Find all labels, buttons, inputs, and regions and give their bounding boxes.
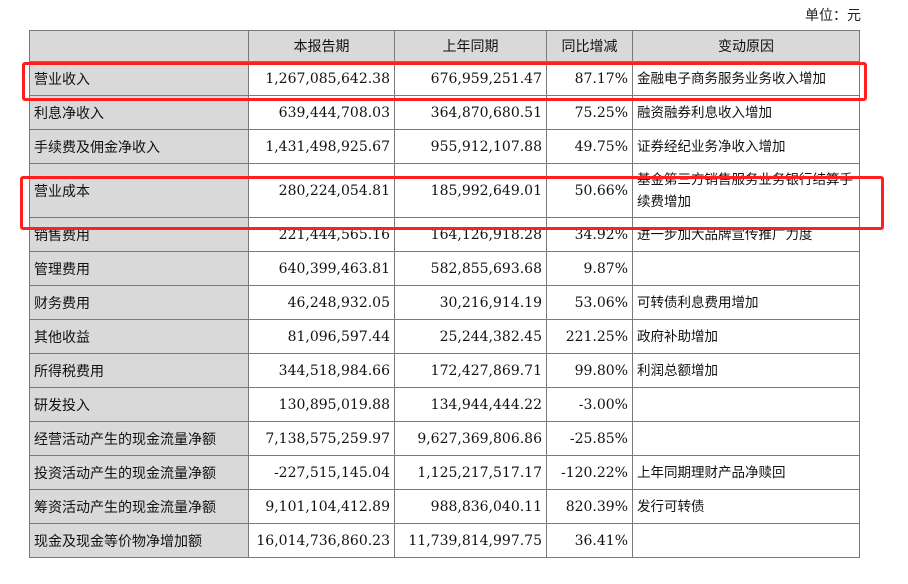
change-reason: 上年同期理财产品净赎回 (632, 455, 860, 490)
row-item-label: 销售费用 (29, 217, 249, 252)
row-item-label: 利息净收入 (29, 95, 249, 130)
table-row: 销售费用 221,444,565.16 164,126,918.28 34.92… (29, 217, 860, 252)
change-value: 50.66% (546, 163, 633, 218)
financial-change-table: 本报告期 上年同期 同比增减 变动原因 营业收入 1,267,085,642.3… (29, 30, 860, 558)
prior-value: 30,216,914.19 (394, 285, 547, 320)
header-yoy-change: 同比增减 (546, 30, 633, 62)
change-value: 53.06% (546, 285, 633, 320)
row-item-label: 所得税费用 (29, 353, 249, 388)
row-item-label: 投资活动产生的现金流量净额 (29, 455, 249, 490)
row-item-label: 经营活动产生的现金流量净额 (29, 421, 249, 456)
row-item-label: 营业成本 (29, 163, 249, 218)
current-value: 46,248,932.05 (248, 285, 395, 320)
table-row: 营业收入 1,267,085,642.38 676,959,251.47 87.… (29, 61, 860, 96)
header-prior-period: 上年同期 (394, 30, 547, 62)
change-value: -120.22% (546, 455, 633, 490)
current-value: 16,014,736,860.23 (248, 523, 395, 558)
change-value: 87.17% (546, 61, 633, 96)
row-item-label: 现金及现金等价物净增加额 (29, 523, 249, 558)
row-item-label: 手续费及佣金净收入 (29, 129, 249, 164)
prior-value: 25,244,382.45 (394, 319, 547, 354)
change-value: 221.25% (546, 319, 633, 354)
table-header-row: 本报告期 上年同期 同比增减 变动原因 (29, 30, 860, 62)
table-row: 研发投入 130,895,019.88 134,944,444.22 -3.00… (29, 387, 860, 422)
change-value: 820.39% (546, 489, 633, 524)
change-value: -3.00% (546, 387, 633, 422)
change-reason: 融资融券利息收入增加 (632, 95, 860, 130)
row-item-label: 财务费用 (29, 285, 249, 320)
change-reason (632, 523, 860, 558)
table-row: 经营活动产生的现金流量净额 7,138,575,259.97 9,627,369… (29, 421, 860, 456)
prior-value: 955,912,107.88 (394, 129, 547, 164)
row-item-label: 管理费用 (29, 251, 249, 286)
current-value: 280,224,054.81 (248, 163, 395, 218)
change-reason (632, 421, 860, 456)
change-reason: 基金第三方销售服务业务银行结算手续费增加 (632, 163, 860, 218)
change-reason: 政府补助增加 (632, 319, 860, 354)
prior-value: 172,427,869.71 (394, 353, 547, 388)
current-value: 9,101,104,412.89 (248, 489, 395, 524)
change-reason (632, 387, 860, 422)
table-row: 投资活动产生的现金流量净额 -227,515,145.04 1,125,217,… (29, 455, 860, 490)
row-item-label: 其他收益 (29, 319, 249, 354)
table-row: 所得税费用 344,518,984.66 172,427,869.71 99.8… (29, 353, 860, 388)
prior-value: 9,627,369,806.86 (394, 421, 547, 456)
change-value: 36.41% (546, 523, 633, 558)
table-row: 利息净收入 639,444,708.03 364,870,680.51 75.2… (29, 95, 860, 130)
change-reason: 金融电子商务服务业务收入增加 (632, 61, 860, 96)
change-reason (632, 251, 860, 286)
current-value: 7,138,575,259.97 (248, 421, 395, 456)
change-value: 34.92% (546, 217, 633, 252)
change-value: 49.75% (546, 129, 633, 164)
prior-value: 11,739,814,997.75 (394, 523, 547, 558)
header-change-reason: 变动原因 (632, 30, 860, 62)
table-row: 手续费及佣金净收入 1,431,498,925.67 955,912,107.8… (29, 129, 860, 164)
current-value: 81,096,597.44 (248, 319, 395, 354)
table-row: 现金及现金等价物净增加额 16,014,736,860.23 11,739,81… (29, 523, 860, 558)
current-value: 639,444,708.03 (248, 95, 395, 130)
current-value: -227,515,145.04 (248, 455, 395, 490)
prior-value: 1,125,217,517.17 (394, 455, 547, 490)
row-item-label: 研发投入 (29, 387, 249, 422)
current-value: 344,518,984.66 (248, 353, 395, 388)
change-reason: 利润总额增加 (632, 353, 860, 388)
header-item (29, 30, 249, 62)
prior-value: 582,855,693.68 (394, 251, 547, 286)
table-row: 筹资活动产生的现金流量净额 9,101,104,412.89 988,836,0… (29, 489, 860, 524)
change-reason: 可转债利息费用增加 (632, 285, 860, 320)
table-row: 营业成本 280,224,054.81 185,992,649.01 50.66… (29, 163, 860, 218)
table-row: 其他收益 81,096,597.44 25,244,382.45 221.25%… (29, 319, 860, 354)
change-value: 9.87% (546, 251, 633, 286)
prior-value: 364,870,680.51 (394, 95, 547, 130)
change-reason: 发行可转债 (632, 489, 860, 524)
change-reason: 证券经纪业务净收入增加 (632, 129, 860, 164)
change-value: 99.80% (546, 353, 633, 388)
table-row: 财务费用 46,248,932.05 30,216,914.19 53.06% … (29, 285, 860, 320)
row-item-label: 筹资活动产生的现金流量净额 (29, 489, 249, 524)
current-value: 640,399,463.81 (248, 251, 395, 286)
prior-value: 164,126,918.28 (394, 217, 547, 252)
prior-value: 988,836,040.11 (394, 489, 547, 524)
table-row: 管理费用 640,399,463.81 582,855,693.68 9.87% (29, 251, 860, 286)
header-current-period: 本报告期 (248, 30, 395, 62)
change-value: 75.25% (546, 95, 633, 130)
current-value: 1,431,498,925.67 (248, 129, 395, 164)
change-reason: 进一步加大品牌宣传推广力度 (632, 217, 860, 252)
current-value: 1,267,085,642.38 (248, 61, 395, 96)
current-value: 221,444,565.16 (248, 217, 395, 252)
current-value: 130,895,019.88 (248, 387, 395, 422)
unit-label: 单位：元 (805, 8, 861, 24)
change-value: -25.85% (546, 421, 633, 456)
row-item-label: 营业收入 (29, 61, 249, 96)
prior-value: 185,992,649.01 (394, 163, 547, 218)
prior-value: 676,959,251.47 (394, 61, 547, 96)
prior-value: 134,944,444.22 (394, 387, 547, 422)
